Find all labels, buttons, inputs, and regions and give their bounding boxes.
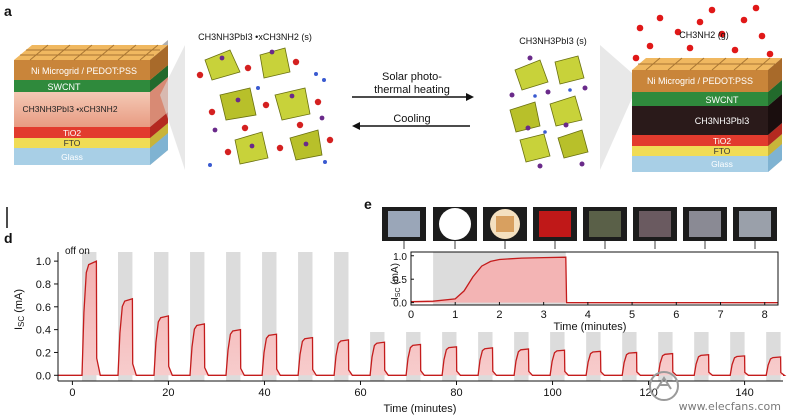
left-crystal-structure — [196, 47, 334, 167]
panel-d-y-tick-label: 0.0 — [36, 370, 51, 382]
panel-e-inset-bg — [360, 234, 785, 332]
panel-e-x-tick-label: 4 — [585, 309, 591, 321]
panel-d-y-tick-label: 0.6 — [36, 302, 51, 314]
panel-e-y-tick-label: 0.0 — [393, 299, 407, 310]
watermark-logo-icon — [649, 371, 679, 401]
panel-e-frame — [410, 251, 779, 306]
panel-d-x-tick-label: 20 — [162, 387, 174, 399]
panel-d-annotation: off on — [65, 246, 90, 257]
left-layer-glass: Glass — [61, 152, 83, 162]
photo-glow-2 — [439, 208, 471, 240]
left-crystal-label: CH3NH3PbI3 •xCH3NH2 (s) — [198, 32, 312, 42]
right-layer-ni: Ni Microgrid / PEDOT:PSS — [647, 76, 753, 86]
panel-d-x-tick-label: 60 — [354, 387, 366, 399]
watermark-text: www.elecfans.com — [678, 400, 781, 413]
right-zoom-cone — [600, 45, 640, 170]
right-crystal-structure — [509, 55, 589, 169]
panel-d-x-tick-label: 100 — [543, 387, 561, 399]
panel-e-area — [411, 257, 778, 303]
panel-e-x-tick-label: 6 — [673, 309, 679, 321]
panel-e-x-tick-label: 1 — [452, 309, 458, 321]
right-layer-glass: Glass — [711, 159, 733, 169]
right-layer-tio2: TiO2 — [713, 136, 731, 146]
photo-film-4 — [539, 211, 571, 237]
panel-e-x-tick-label: 7 — [717, 309, 723, 321]
panel-d-y-tick-label: 0.8 — [36, 279, 51, 291]
left-layer-fto: FTO — [64, 138, 81, 148]
photo-film-7 — [689, 211, 721, 237]
panel-d-line — [57, 260, 787, 376]
left-layer-ni: Ni Microgrid / PEDOT:PSS — [31, 66, 137, 76]
panel-d-y-tick-label: 0.4 — [36, 325, 51, 337]
forward-process-line2: thermal heating — [374, 84, 450, 96]
panel-d-xlabel: Time (minutes) — [384, 403, 457, 415]
panel-d-x-tick-label: 0 — [69, 387, 75, 399]
photo-film-5 — [589, 211, 621, 237]
left-layer-tio2: TiO2 — [63, 128, 81, 138]
left-device-stack: Ni Microgrid / PEDOT:PSS SWCNT CH3NH3PbI… — [14, 40, 168, 165]
panel-a-label: a — [4, 3, 12, 19]
panel-d-area — [58, 261, 785, 376]
process-arrows — [352, 93, 474, 130]
panel-e-x-tick-label: 5 — [629, 309, 635, 321]
photo-film-6 — [639, 211, 671, 237]
left-layer-swcnt: SWCNT — [48, 82, 81, 92]
right-layer-fto: FTO — [714, 146, 731, 156]
panel-e-chart: 0 1 2 3 4 5 6 7 8 0.0 0.5 1.0 — [393, 251, 779, 321]
gas-molecules — [632, 4, 774, 62]
left-layer-perovskite: CH3NH3PbI3 •xCH3NH2 — [22, 104, 117, 114]
photo-film-3 — [496, 216, 514, 232]
panel-e-xlabel: Time (minutes) — [554, 321, 627, 333]
left-zoom-cone — [160, 45, 185, 170]
forward-process-line1: Solar photo- — [382, 71, 442, 83]
photo-film-1 — [388, 211, 420, 237]
panel-d-x-tick-label: 80 — [450, 387, 462, 399]
panel-d-y-tick-label: 0.2 — [36, 347, 51, 359]
panel-e-x-tick-label: 3 — [541, 309, 547, 321]
panel-d-ylabel: ISC (mA) — [13, 289, 26, 330]
panel-e-y-tick-label: 0.5 — [393, 275, 407, 286]
right-device-stack: Ni Microgrid / PEDOT:PSS SWCNT CH3NH3PbI… — [632, 57, 782, 172]
gas-label: CH3NH2 (g) — [679, 30, 729, 40]
photo-film-8 — [739, 211, 771, 237]
panel-d-label: d — [4, 230, 13, 246]
right-crystal-label: CH3NH3PbI3 (s) — [519, 36, 587, 46]
panel-d-y-tick-label: 1.0 — [36, 256, 51, 268]
panel-e-x-tick-label: 2 — [496, 309, 502, 321]
panel-e-line — [410, 256, 778, 304]
right-layer-swcnt: SWCNT — [706, 95, 739, 105]
panel-d-x-tick-label: 40 — [258, 387, 270, 399]
right-layer-perovskite: CH3NH3PbI3 — [695, 116, 750, 126]
reverse-process-label: Cooling — [393, 113, 430, 125]
panel-e-label: e — [364, 196, 372, 212]
panel-e-x-tick-label: 0 — [408, 309, 414, 321]
panel-e-x-tick-label: 8 — [762, 309, 768, 321]
panel-d-x-tick-label: 140 — [735, 387, 753, 399]
panel-e-photos — [382, 207, 777, 249]
panel-e-y-tick-label: 1.0 — [393, 252, 407, 263]
